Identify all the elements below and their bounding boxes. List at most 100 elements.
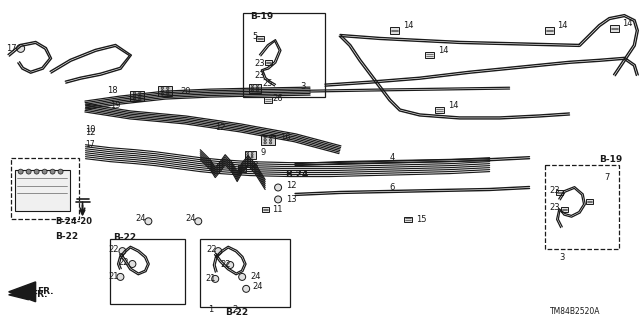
Circle shape xyxy=(212,275,219,282)
Circle shape xyxy=(139,95,141,97)
Bar xyxy=(244,151,256,159)
Text: 9: 9 xyxy=(260,148,266,157)
Text: 8: 8 xyxy=(249,163,255,172)
Bar xyxy=(249,84,261,93)
Bar xyxy=(435,107,444,113)
Circle shape xyxy=(215,248,221,255)
Text: 15: 15 xyxy=(416,215,426,224)
Bar xyxy=(11,158,79,219)
Circle shape xyxy=(133,92,136,94)
Text: B-22: B-22 xyxy=(56,232,79,241)
Text: 12: 12 xyxy=(286,181,296,190)
Bar xyxy=(111,239,186,304)
Circle shape xyxy=(239,273,246,280)
Text: TM84B2520A: TM84B2520A xyxy=(550,307,600,316)
Bar xyxy=(610,26,619,32)
Text: 14: 14 xyxy=(438,46,448,55)
Text: 23: 23 xyxy=(550,203,560,212)
Bar xyxy=(561,207,568,212)
Bar xyxy=(243,13,325,97)
Text: 12: 12 xyxy=(86,128,96,137)
Circle shape xyxy=(129,261,136,267)
Circle shape xyxy=(139,98,141,100)
Bar xyxy=(158,86,172,96)
Text: FR.: FR. xyxy=(38,287,54,296)
Bar xyxy=(15,170,70,211)
Circle shape xyxy=(264,139,266,141)
Circle shape xyxy=(247,156,249,158)
Bar xyxy=(264,97,272,103)
Polygon shape xyxy=(9,290,29,300)
Text: B-24-20: B-24-20 xyxy=(56,217,93,226)
Circle shape xyxy=(161,93,164,95)
Text: 12: 12 xyxy=(215,123,226,132)
Bar xyxy=(256,36,264,41)
Circle shape xyxy=(18,169,23,174)
Bar xyxy=(200,239,290,307)
Text: 1: 1 xyxy=(208,305,214,314)
Text: 22: 22 xyxy=(220,259,230,269)
Text: 22: 22 xyxy=(108,245,119,254)
Text: B-19: B-19 xyxy=(600,155,623,164)
Text: 22: 22 xyxy=(118,257,129,266)
Text: 4: 4 xyxy=(390,153,395,162)
Circle shape xyxy=(252,87,253,89)
Text: 14: 14 xyxy=(622,19,633,28)
Bar xyxy=(239,167,246,172)
Circle shape xyxy=(58,169,63,174)
Circle shape xyxy=(42,169,47,174)
Bar xyxy=(404,217,412,222)
Text: 11: 11 xyxy=(272,205,283,214)
Text: 7: 7 xyxy=(604,173,610,182)
Text: 24: 24 xyxy=(252,282,262,291)
Circle shape xyxy=(117,273,124,280)
Text: 5: 5 xyxy=(252,32,257,41)
Text: 13: 13 xyxy=(286,195,297,204)
Text: 16: 16 xyxy=(280,133,291,142)
Circle shape xyxy=(195,218,202,225)
Text: 21: 21 xyxy=(205,274,216,283)
Text: 20: 20 xyxy=(180,87,191,96)
Bar xyxy=(264,60,271,65)
Circle shape xyxy=(133,95,136,97)
Text: 25: 25 xyxy=(262,79,273,88)
Polygon shape xyxy=(9,282,36,302)
Circle shape xyxy=(161,90,164,92)
Circle shape xyxy=(133,98,136,100)
Circle shape xyxy=(251,156,253,158)
Circle shape xyxy=(119,248,126,255)
Circle shape xyxy=(264,142,266,144)
Bar xyxy=(238,165,246,170)
Circle shape xyxy=(166,87,169,89)
Text: 6: 6 xyxy=(390,183,396,192)
Circle shape xyxy=(227,262,234,269)
Text: 17: 17 xyxy=(6,44,16,53)
Circle shape xyxy=(247,151,249,153)
Circle shape xyxy=(161,87,164,89)
Text: FR.: FR. xyxy=(31,290,47,299)
Bar xyxy=(545,165,620,249)
Circle shape xyxy=(269,142,272,144)
Circle shape xyxy=(34,169,39,174)
Bar xyxy=(556,190,563,195)
Text: B-22: B-22 xyxy=(113,233,136,242)
Text: 3: 3 xyxy=(300,82,305,91)
Text: B-22: B-22 xyxy=(225,308,248,317)
Text: 19: 19 xyxy=(111,100,121,109)
Text: 21: 21 xyxy=(108,272,119,281)
Text: 14: 14 xyxy=(448,100,458,109)
Text: 23: 23 xyxy=(254,71,265,80)
Text: 17: 17 xyxy=(86,140,95,149)
Bar xyxy=(425,52,435,58)
Circle shape xyxy=(251,151,253,153)
Circle shape xyxy=(243,286,250,292)
Text: 23: 23 xyxy=(254,59,265,68)
Circle shape xyxy=(256,87,259,89)
Circle shape xyxy=(256,85,259,86)
Bar xyxy=(131,91,145,101)
Text: 26: 26 xyxy=(272,93,283,103)
Bar xyxy=(586,199,593,204)
Circle shape xyxy=(50,169,55,174)
Circle shape xyxy=(251,154,253,156)
Bar xyxy=(545,27,554,33)
